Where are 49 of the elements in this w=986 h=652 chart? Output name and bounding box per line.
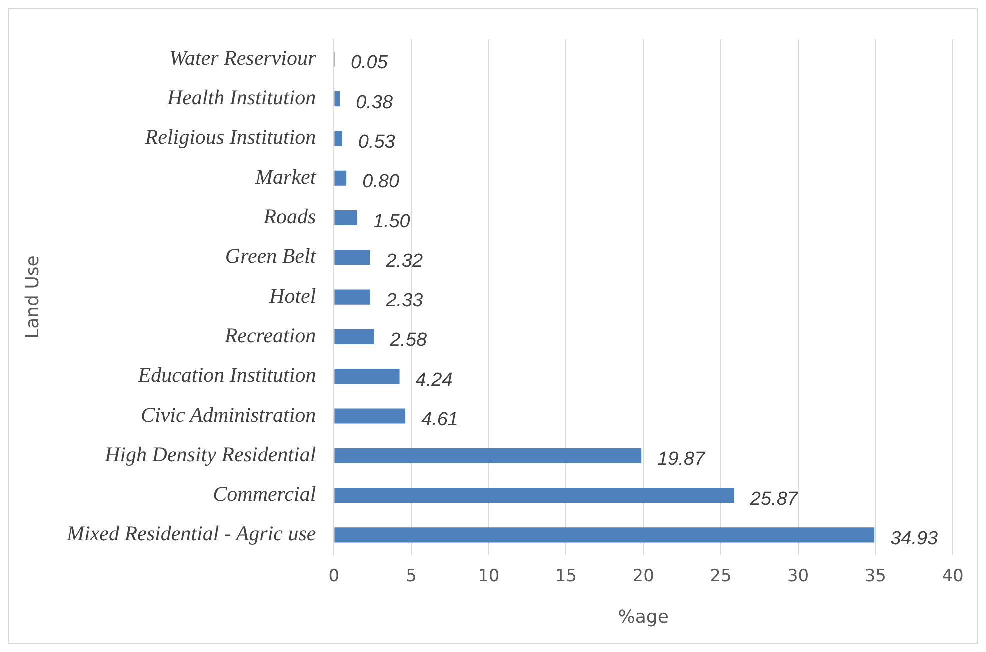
data-label: 0.80 (362, 172, 400, 193)
bar (334, 92, 340, 107)
data-label: 0.53 (358, 132, 396, 153)
y-tick-label: Green Belt (225, 244, 318, 268)
bar (334, 488, 734, 504)
data-label: 0.05 (350, 52, 388, 74)
data-label: 25.87 (749, 488, 800, 510)
data-label: 1.50 (373, 211, 411, 232)
bar (334, 290, 370, 305)
x-tick-label: 25 (710, 566, 732, 587)
bar (334, 210, 358, 226)
y-axis-title: Land Use (22, 256, 44, 339)
x-tick-label: 35 (864, 566, 886, 587)
x-tick-label: 5 (406, 566, 417, 587)
x-tick-label: 10 (478, 566, 500, 587)
x-axis-title: %age (618, 606, 669, 628)
data-label: 4.61 (422, 410, 458, 431)
y-tick-label: Commercial (213, 482, 316, 506)
y-tick-label: Hotel (268, 284, 316, 308)
y-tick-label: Mixed Residential - Agric use (66, 522, 316, 546)
data-label: 19.87 (658, 449, 707, 470)
bar (334, 408, 406, 424)
data-label: 0.38 (356, 92, 394, 114)
bar (334, 528, 875, 543)
y-tick-label: Recreation (224, 323, 316, 348)
data-label: 2.32 (385, 250, 424, 272)
x-tick-label: 15 (555, 566, 578, 587)
data-label: 2.58 (389, 330, 428, 352)
y-tick-label: Religious Institution (144, 125, 316, 150)
y-tick-label: Water Reserviour (169, 46, 318, 70)
bar (334, 250, 370, 266)
data-label: 2.33 (385, 290, 424, 312)
y-tick-label: Civic Administration (140, 402, 316, 427)
y-tick-label: High Density Residential (104, 442, 316, 466)
x-tick-label: 30 (787, 566, 810, 587)
data-label: 4.24 (416, 370, 453, 391)
bar (334, 329, 374, 344)
bar (334, 170, 347, 186)
x-tick-label: 0 (328, 566, 340, 587)
y-tick-label: Market (254, 164, 318, 189)
bar (334, 131, 342, 146)
y-tick-label: Education Institution (137, 363, 316, 388)
y-tick-label: Health Institution (166, 86, 316, 110)
x-tick-label: 40 (942, 566, 964, 587)
bar (334, 369, 400, 384)
bar (334, 448, 642, 464)
x-tick-label: 20 (632, 566, 654, 587)
y-tick-label: Roads (262, 204, 316, 229)
data-label: 34.93 (890, 528, 939, 550)
